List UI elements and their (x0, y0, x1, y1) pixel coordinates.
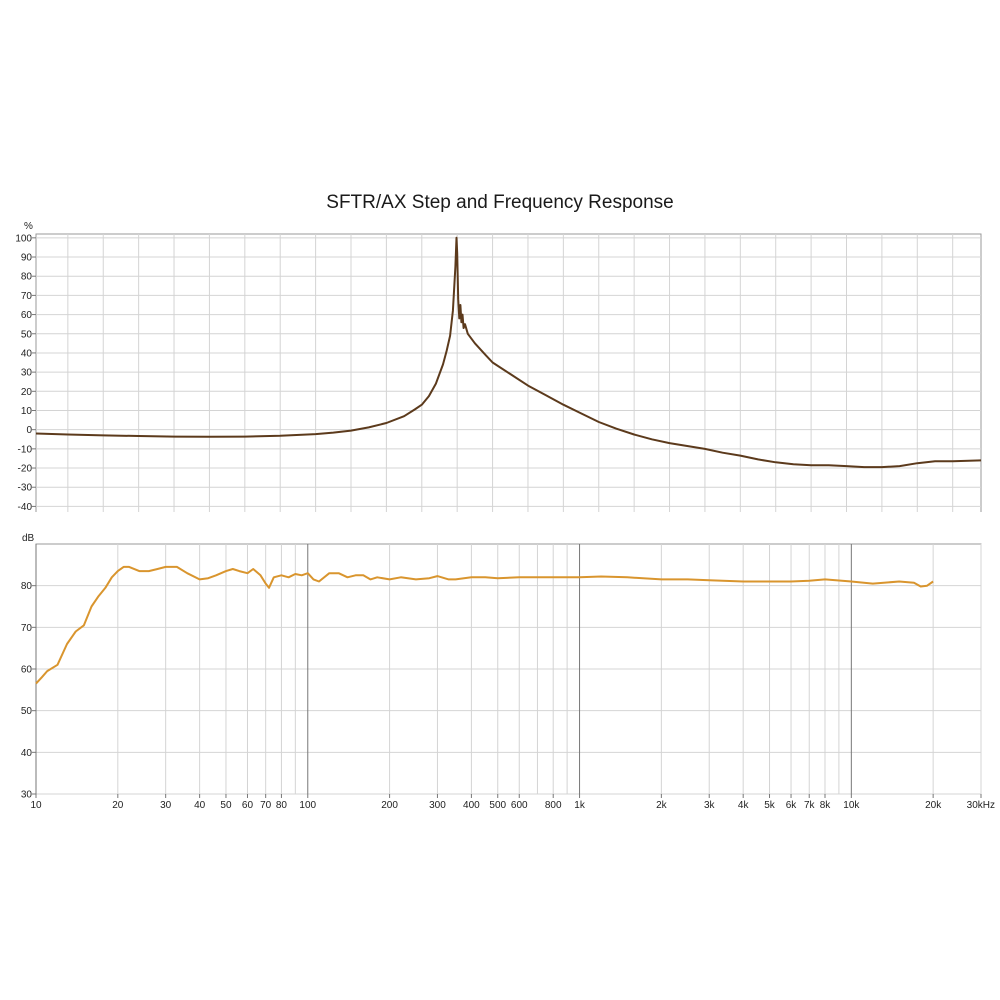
x-tick-label: 8k (820, 800, 832, 811)
chart-title: SFTR/AX Step and Frequency Response (326, 192, 674, 213)
x-tick-label: 600 (511, 800, 528, 811)
x-tick-label: 200 (381, 800, 398, 811)
y-tick-label: -30 (18, 483, 33, 494)
y-tick-label: 30 (21, 790, 33, 801)
y-tick-label: 70 (21, 623, 33, 634)
x-tick-label: 7k (804, 800, 816, 811)
y-tick-label: 50 (21, 329, 33, 340)
y-tick-label: -40 (18, 502, 33, 512)
y-tick-label: 100 (15, 233, 32, 244)
freq-chart-grid (35, 544, 982, 795)
freq-chart-y-ticks: 80 70 60 50 40 30 (21, 581, 36, 801)
x-tick-label: 2k (656, 800, 668, 811)
y-tick-label: 60 (21, 310, 33, 321)
x-tick-label: 4k (738, 800, 750, 811)
x-tick-label: 30kHz (967, 800, 995, 811)
x-tick-label: 800 (545, 800, 562, 811)
y-tick-label: 30 (21, 368, 33, 379)
x-tick-label: 6k (786, 800, 798, 811)
x-tick-label: 30 (160, 800, 172, 811)
x-tick-label: 500 (489, 800, 506, 811)
y-tick-label: 40 (21, 348, 33, 359)
y-tick-label: 90 (21, 253, 33, 264)
x-tick-label: 50 (220, 800, 232, 811)
freq-chart-x-ticks: 10 20 30 40 50 60 70 80 100 200 300 400 500 600 800 1k 2… (30, 794, 995, 811)
y-tick-label: 40 (21, 748, 33, 759)
x-tick-label: 400 (463, 800, 480, 811)
y-tick-label: 80 (21, 272, 33, 283)
y-tick-label: 10 (21, 406, 33, 417)
y-tick-label: 80 (21, 581, 33, 592)
x-tick-label: 80 (276, 800, 288, 811)
y-tick-label: 60 (21, 665, 33, 676)
x-tick-label: 10 (30, 800, 42, 811)
freq-chart-ylabel: dB (22, 533, 35, 544)
y-tick-label: 20 (21, 387, 33, 398)
y-tick-label: 0 (26, 425, 32, 436)
x-tick-label: 3k (704, 800, 716, 811)
x-tick-label: 1k (574, 800, 586, 811)
x-tick-label: 300 (429, 800, 446, 811)
step-chart-ylabel: % (24, 222, 33, 232)
y-tick-label: 70 (21, 291, 33, 302)
x-tick-label: 40 (194, 800, 206, 811)
y-tick-label: -20 (18, 464, 33, 475)
step-chart-grid (36, 234, 981, 512)
x-tick-label: 20k (925, 800, 942, 811)
frequency-response-chart: dB 80 70 60 50 40 30 10 20 30 40 50 60 70 80 100 200 30… (21, 533, 995, 811)
y-tick-label: -10 (18, 444, 33, 455)
step-response-series-line (35, 236, 982, 469)
frequency-response-series-line (35, 565, 934, 685)
x-tick-label: 5k (764, 800, 776, 811)
x-tick-label: 60 (242, 800, 254, 811)
x-tick-label: 100 (299, 800, 316, 811)
step-chart-plot-area (35, 233, 982, 512)
x-tick-label: 70 (260, 800, 272, 811)
x-tick-label: 10k (843, 800, 860, 811)
x-tick-label: 20 (112, 800, 124, 811)
y-tick-label: 50 (21, 706, 33, 717)
